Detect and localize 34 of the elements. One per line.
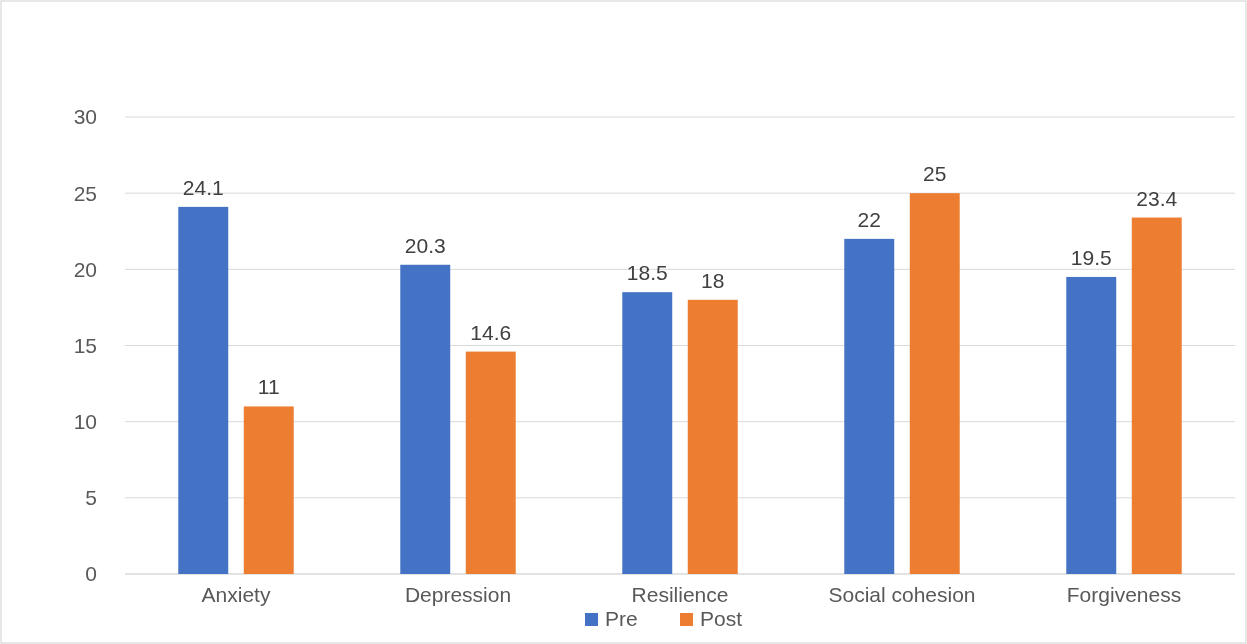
data-label: 11 (257, 375, 280, 399)
bar (178, 206, 229, 574)
bar (243, 406, 294, 574)
legend-label: Post (700, 607, 743, 630)
data-label: 23.4 (1136, 186, 1178, 210)
bar (909, 193, 960, 574)
data-label: 18.5 (626, 261, 668, 285)
y-tick-label: 25 (73, 181, 97, 205)
data-label: 18 (701, 268, 725, 292)
y-tick-label: 15 (73, 333, 97, 357)
y-tick-label: 30 (73, 105, 97, 129)
legend-label: Pre (605, 607, 638, 630)
bar (844, 238, 895, 574)
y-tick-label: 5 (85, 486, 97, 510)
bar (1066, 276, 1117, 574)
x-tick-label: Anxiety (201, 583, 271, 606)
y-tick-label: 0 (85, 562, 97, 586)
y-tick-label: 10 (73, 410, 97, 434)
x-tick-label: Resilience (631, 583, 729, 606)
x-tick-label: Forgiveness (1066, 583, 1182, 606)
data-label: 20.3 (404, 233, 446, 257)
data-label: 25 (923, 162, 947, 186)
data-label: 14.6 (470, 320, 512, 344)
data-label: 22 (857, 207, 881, 231)
bar (687, 299, 738, 574)
x-tick-label: Depression (404, 583, 512, 606)
bar (1131, 217, 1182, 574)
y-tick-label: 20 (73, 257, 97, 281)
data-label: 19.5 (1070, 245, 1112, 269)
x-tick-label: Social cohesion (828, 583, 976, 606)
bar (400, 264, 451, 574)
bar (465, 351, 516, 574)
bar (622, 292, 673, 574)
data-label: 24.1 (182, 175, 224, 199)
